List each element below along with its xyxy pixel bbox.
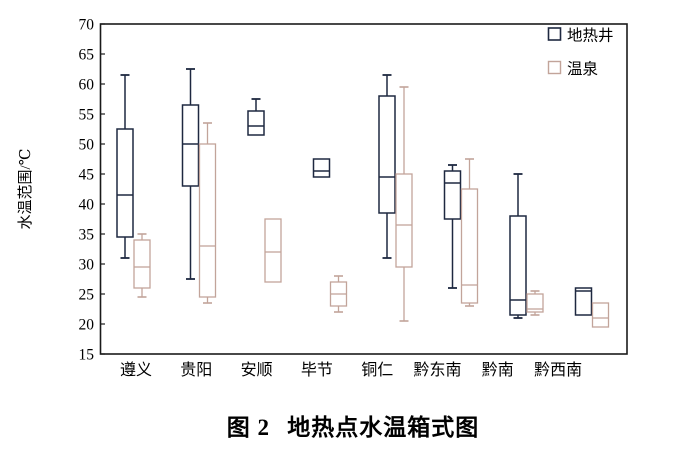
box-rect-geothermal-well-3	[312, 158, 331, 178]
box-rect-hot-spring-7	[591, 302, 610, 328]
box-rect-geothermal-well-4	[378, 95, 396, 214]
y-axis-title: 水温范围/℃	[17, 149, 34, 230]
box-group-hot-spring-5	[460, 158, 479, 307]
box-group-geothermal-well-3	[312, 158, 331, 178]
box-rect-hot-spring-5	[460, 188, 479, 304]
y-tick-label-70: 70	[79, 17, 95, 34]
x-category-label-5: 黔东南	[413, 361, 461, 379]
y-tick-label-50: 50	[79, 137, 95, 154]
x-category-label-1: 贵阳	[180, 361, 212, 379]
box-group-hot-spring-7	[591, 302, 610, 328]
x-category-label-2: 安顺	[241, 361, 273, 379]
box-group-geothermal-well-5	[443, 164, 462, 289]
box-group-hot-spring-1	[198, 122, 217, 304]
box-rect-hot-spring-4	[395, 173, 413, 268]
boxplot-chart: 15 20 25 30 35 40 45 50 55 60 65 70 水温范围/℃ 遵义 贵阳 安顺 毕节 铜仁…	[17, 17, 628, 379]
y-tick-label-35: 35	[79, 227, 95, 244]
x-category-label-3: 毕节	[301, 361, 333, 379]
legend-label-hot-spring: 温泉	[567, 60, 598, 78]
box-group-geothermal-well-6	[509, 173, 527, 319]
box-group-hot-spring-0	[133, 233, 151, 298]
x-category-label-6: 黔南	[482, 361, 514, 379]
y-tick-label-15: 15	[79, 347, 95, 364]
box-group-hot-spring-4	[395, 86, 413, 322]
box-rect-hot-spring-1	[198, 143, 217, 298]
box-rect-hot-spring-0	[133, 239, 151, 289]
legend-label-geothermal-well: 地热井	[567, 27, 614, 45]
box-rect-geothermal-well-0	[116, 128, 134, 238]
box-group-geothermal-well-2	[247, 98, 265, 136]
box-group-geothermal-well-4	[378, 74, 396, 259]
box-group-geothermal-well-7	[574, 287, 593, 316]
plot-frame	[99, 23, 628, 355]
box-group-geothermal-well-1	[181, 68, 200, 280]
box-rect-geothermal-well-6	[509, 215, 527, 316]
y-tick-label-30: 30	[79, 257, 95, 274]
y-tick-label-40: 40	[79, 197, 95, 214]
box-group-geothermal-well-0	[116, 74, 134, 259]
y-tick-label-20: 20	[79, 317, 95, 334]
figure-title: 地热点水温箱式图	[287, 415, 480, 440]
legend-swatch-hot-spring	[547, 60, 562, 75]
y-tick-label-60: 60	[79, 77, 95, 94]
x-category-label-0: 遵义	[120, 360, 152, 379]
y-tick-label-55: 55	[79, 107, 95, 124]
box-group-hot-spring-2	[264, 218, 282, 283]
box-rect-geothermal-well-5	[443, 170, 462, 220]
box-rect-hot-spring-6	[526, 293, 544, 313]
y-tick-label-25: 25	[79, 287, 95, 304]
legend-swatch-geothermal-well	[547, 27, 562, 41]
box-rect-geothermal-well-1	[181, 104, 200, 187]
figure-label: 图 2	[226, 415, 270, 440]
x-category-label-4: 铜仁	[361, 361, 393, 379]
box-group-hot-spring-6	[526, 290, 544, 316]
x-category-label-7: 黔西南	[534, 361, 582, 379]
box-group-hot-spring-3	[329, 275, 348, 313]
y-tick-label-65: 65	[79, 47, 95, 64]
box-rect-geothermal-well-2	[247, 110, 265, 136]
figure-caption: 图 2 地热点水温箱式图	[0, 413, 676, 443]
box-rect-geothermal-well-7	[574, 287, 593, 316]
box-rect-hot-spring-2	[264, 218, 282, 283]
y-tick-label-45: 45	[79, 167, 95, 184]
